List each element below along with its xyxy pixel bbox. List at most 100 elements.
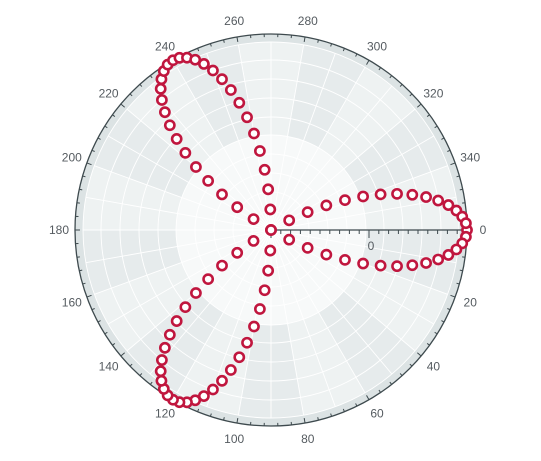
minor-angle-tick bbox=[459, 269, 463, 272]
grid-spoke bbox=[270, 53, 336, 231]
grid-spoke bbox=[270, 85, 393, 231]
data-point bbox=[450, 243, 463, 256]
minor-angle-tick bbox=[79, 188, 83, 191]
data-point bbox=[432, 253, 445, 266]
data-point bbox=[258, 163, 271, 176]
minor-angle-tick bbox=[441, 137, 445, 140]
minor-angle-tick bbox=[97, 137, 101, 140]
angle-tick-label: 340 bbox=[460, 150, 480, 164]
data-point bbox=[170, 133, 183, 145]
minor-angle-tick bbox=[197, 408, 200, 412]
grid-spoke bbox=[270, 44, 305, 231]
minor-angle-tick bbox=[149, 381, 153, 385]
minor-angle-tick bbox=[459, 188, 463, 191]
data-point bbox=[283, 233, 296, 246]
minor-angle-tick bbox=[223, 417, 225, 421]
data-point bbox=[233, 351, 246, 364]
minor-angle-tick bbox=[355, 53, 358, 57]
data-point bbox=[283, 214, 296, 227]
data-point bbox=[190, 161, 202, 173]
angle-tick-label: 180 bbox=[49, 223, 69, 237]
minor-angle-tick bbox=[82, 175, 86, 178]
data-point bbox=[216, 259, 228, 272]
angle-tick-label: 260 bbox=[224, 14, 244, 28]
data-point bbox=[301, 241, 314, 254]
data-point bbox=[320, 199, 333, 212]
data-point bbox=[265, 224, 277, 236]
major-angle-tick bbox=[120, 103, 126, 108]
data-point bbox=[241, 111, 253, 124]
data-point bbox=[420, 191, 432, 203]
major-angle-tick bbox=[366, 60, 370, 65]
data-point bbox=[233, 96, 246, 109]
minor-angle-tick bbox=[209, 43, 212, 47]
radial-tick-label: 0 bbox=[368, 239, 375, 253]
data-point bbox=[248, 320, 260, 333]
minor-angle-tick bbox=[434, 331, 438, 335]
grid-spoke bbox=[94, 229, 272, 295]
angle-tick-label: 220 bbox=[99, 87, 119, 101]
minor-angle-tick bbox=[355, 403, 358, 407]
minor-angle-tick bbox=[91, 149, 95, 152]
grid-spoke bbox=[270, 229, 393, 375]
minor-angle-tick bbox=[399, 373, 403, 376]
angle-tick-label: 0 bbox=[480, 223, 487, 237]
angle-tick-label: 100 bbox=[224, 432, 244, 446]
data-point bbox=[163, 119, 176, 132]
grid-spoke bbox=[94, 165, 272, 231]
minor-angle-tick bbox=[409, 363, 413, 367]
data-point bbox=[357, 190, 369, 203]
angle-tick-label: 80 bbox=[301, 432, 315, 446]
data-point bbox=[202, 273, 215, 286]
data-point bbox=[374, 188, 387, 201]
minor-angle-tick bbox=[91, 308, 95, 311]
data-point bbox=[155, 374, 168, 387]
data-point bbox=[339, 194, 351, 207]
grid-spoke bbox=[176, 229, 272, 394]
angle-tick-label: 200 bbox=[62, 150, 82, 164]
data-point bbox=[224, 84, 237, 96]
grid-spoke bbox=[85, 229, 272, 264]
major-angle-tick bbox=[416, 103, 422, 108]
major-angle-tick bbox=[303, 418, 306, 424]
data-point bbox=[158, 106, 171, 119]
data-point bbox=[262, 264, 275, 277]
data-point bbox=[216, 73, 228, 86]
grid-spoke bbox=[270, 66, 366, 231]
minor-angle-tick bbox=[434, 125, 438, 129]
grid-spoke bbox=[270, 229, 305, 416]
minor-angle-tick bbox=[389, 381, 393, 385]
angle-tick-label: 120 bbox=[155, 407, 175, 421]
minor-angle-tick bbox=[104, 331, 108, 335]
angle-tick-label: 140 bbox=[99, 359, 119, 373]
minor-angle-tick bbox=[97, 320, 101, 323]
data-point bbox=[158, 341, 171, 354]
minor-angle-tick bbox=[139, 84, 143, 87]
minor-angle-tick bbox=[330, 43, 333, 47]
angle-tick-label: 240 bbox=[155, 39, 175, 53]
grid-spoke bbox=[107, 229, 272, 325]
data-point bbox=[190, 287, 202, 299]
angle-tick-label: 40 bbox=[427, 359, 441, 373]
series-points bbox=[154, 51, 473, 409]
minor-angle-tick bbox=[330, 413, 333, 417]
minor-angle-tick bbox=[317, 39, 319, 43]
data-point bbox=[155, 94, 168, 106]
data-point bbox=[442, 249, 455, 261]
minor-angle-tick bbox=[456, 282, 460, 285]
minor-angle-tick bbox=[129, 93, 133, 97]
data-point bbox=[253, 145, 266, 157]
data-point bbox=[301, 206, 314, 219]
major-angle-tick bbox=[366, 395, 370, 400]
data-point bbox=[406, 259, 419, 272]
data-point bbox=[248, 127, 260, 140]
angle-tick-label: 300 bbox=[367, 39, 387, 53]
minor-angle-tick bbox=[378, 389, 382, 393]
grid-spoke bbox=[270, 229, 416, 352]
data-point bbox=[224, 364, 237, 376]
data-point bbox=[339, 253, 351, 266]
angle-tick-label: 20 bbox=[464, 296, 478, 310]
angle-tick-label: 280 bbox=[298, 14, 318, 28]
minor-angle-tick bbox=[441, 320, 445, 323]
data-point bbox=[247, 235, 260, 247]
